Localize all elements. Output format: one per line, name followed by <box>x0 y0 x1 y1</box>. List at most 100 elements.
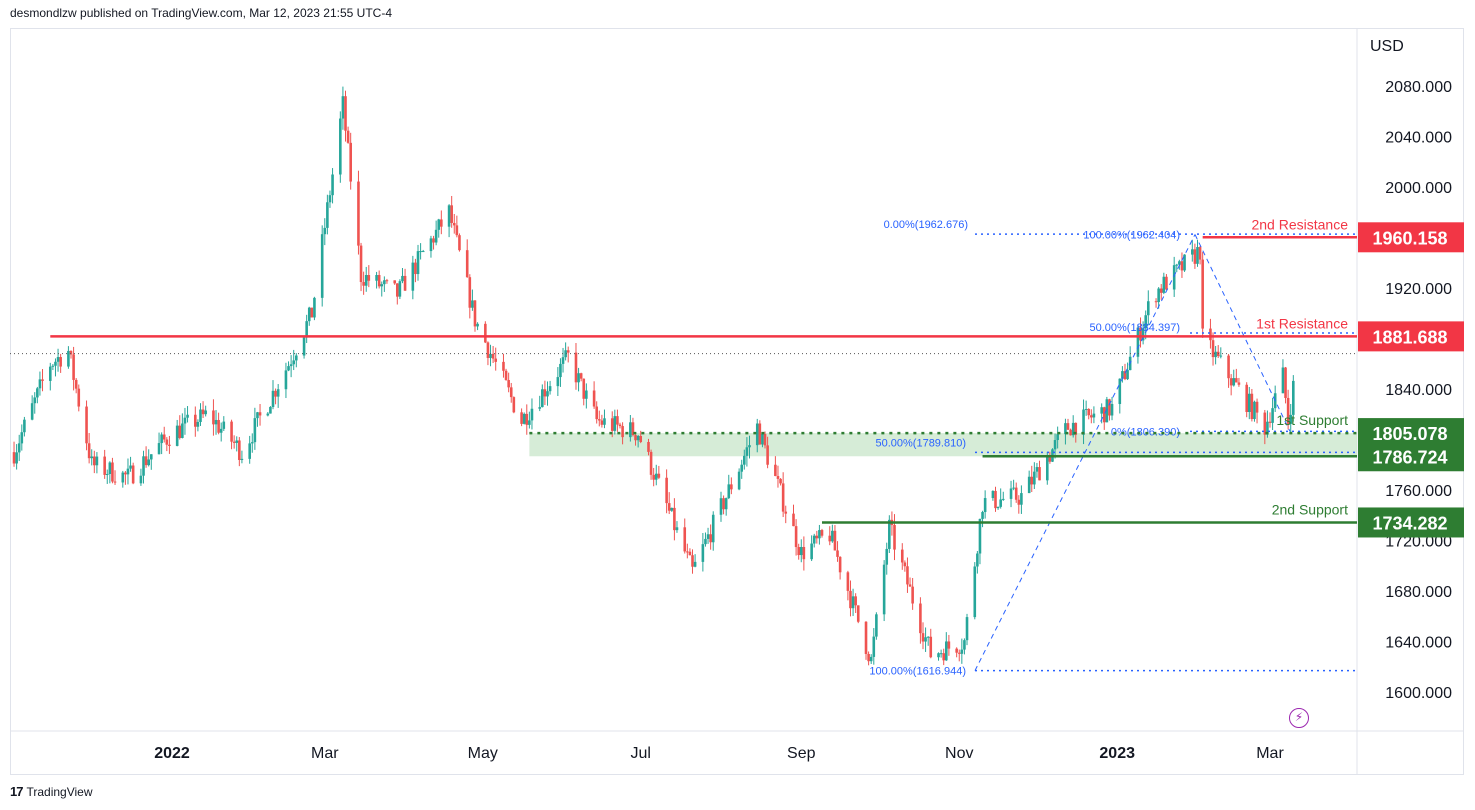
candle-body <box>1102 407 1106 423</box>
candle-body <box>727 484 731 499</box>
candle-body <box>1268 421 1272 423</box>
candle-body <box>1144 315 1147 329</box>
candle-body <box>204 410 207 415</box>
candle-body <box>295 355 298 361</box>
candle-body <box>541 389 544 408</box>
candle-body <box>144 456 148 466</box>
candle-body <box>440 219 443 227</box>
candle-body <box>851 596 855 609</box>
candle-body <box>398 281 402 297</box>
candle-body <box>999 499 1002 507</box>
candle-body <box>1048 457 1052 462</box>
candle-body <box>1193 249 1197 264</box>
candle-body <box>77 388 81 407</box>
candle-body <box>452 222 456 226</box>
candle-body <box>758 423 762 445</box>
candle-body <box>709 534 712 543</box>
candle-body <box>582 378 586 399</box>
candle-body <box>639 436 643 442</box>
fib-label: 100.00%(1962.404) <box>1083 229 1180 241</box>
candle-body <box>597 419 601 421</box>
candle-body <box>85 406 88 444</box>
candle-body <box>1284 367 1287 398</box>
candle-body <box>944 641 948 661</box>
candle-body <box>1020 493 1023 505</box>
candle-body <box>774 464 777 477</box>
candle-body <box>937 653 940 658</box>
candle-body <box>815 535 819 539</box>
candle-body <box>93 456 96 466</box>
candle-body <box>924 637 927 642</box>
candle-body <box>869 656 873 662</box>
candle-body <box>1071 422 1075 436</box>
candle-body <box>965 617 969 641</box>
candle-body <box>230 421 233 442</box>
candle-body <box>54 361 57 366</box>
candle-body <box>1162 276 1166 293</box>
candle-body <box>616 416 619 425</box>
candle-body <box>1232 378 1236 386</box>
candle-body <box>996 506 1000 509</box>
candle-body <box>20 432 24 444</box>
y-tick-label: 1840.000 <box>1385 382 1452 399</box>
candle-body <box>401 275 404 282</box>
candle-body <box>688 551 692 556</box>
candle-body <box>147 459 150 466</box>
candle-body <box>1281 367 1285 394</box>
candle-body <box>1175 264 1179 266</box>
candle-body <box>960 649 964 654</box>
lightning-icon[interactable]: ⚡ <box>1289 708 1309 728</box>
chart-frame[interactable] <box>10 28 1464 775</box>
candle-body <box>724 498 728 510</box>
candle-body <box>1178 261 1181 265</box>
candle-body <box>649 451 653 475</box>
candle-body <box>377 274 381 287</box>
candle-body <box>266 413 270 416</box>
candle-body <box>235 440 239 443</box>
candle-body <box>87 443 91 459</box>
candle-body <box>686 551 689 553</box>
level-name: 2nd Resistance <box>1251 216 1348 232</box>
candle-body <box>548 386 552 392</box>
candle-body <box>1108 399 1111 416</box>
candle-body <box>1165 276 1168 290</box>
fib-label: 50.00%(1789.810) <box>875 437 966 449</box>
support-zone <box>529 433 1357 457</box>
candle-body <box>647 441 650 452</box>
candle-body <box>1227 355 1230 379</box>
candle-body <box>1126 370 1129 380</box>
candle-body <box>799 546 803 556</box>
candle-body <box>364 275 368 286</box>
candle-body <box>701 544 705 562</box>
candle-body <box>740 464 744 472</box>
candle-body <box>730 484 733 490</box>
candle-body <box>1183 254 1186 271</box>
candle-body <box>194 414 197 427</box>
level-name: 1st Support <box>1276 412 1348 428</box>
x-tick-label: Mar <box>1256 745 1284 762</box>
candle-body <box>1191 249 1194 255</box>
y-tick-label: 2000.000 <box>1385 180 1452 197</box>
candle-body <box>831 530 834 542</box>
candle-body <box>484 323 487 343</box>
candle-body <box>375 274 378 281</box>
candle-body <box>416 251 420 275</box>
candle-body <box>667 503 671 511</box>
candle-body <box>447 205 451 227</box>
candle-body <box>95 456 99 466</box>
candle-body <box>875 614 878 637</box>
candle-body <box>196 421 200 427</box>
candle-body <box>113 481 117 483</box>
candle-body <box>458 235 461 251</box>
candle-body <box>214 419 218 425</box>
candle-body <box>797 547 800 556</box>
candle-body <box>12 452 16 464</box>
candle-body <box>126 468 130 475</box>
candle-body <box>253 418 257 443</box>
candle-body <box>486 342 490 358</box>
candle-body <box>818 530 821 539</box>
candle-body <box>520 412 523 424</box>
candle-body <box>906 566 909 585</box>
candle-body <box>1064 423 1067 435</box>
